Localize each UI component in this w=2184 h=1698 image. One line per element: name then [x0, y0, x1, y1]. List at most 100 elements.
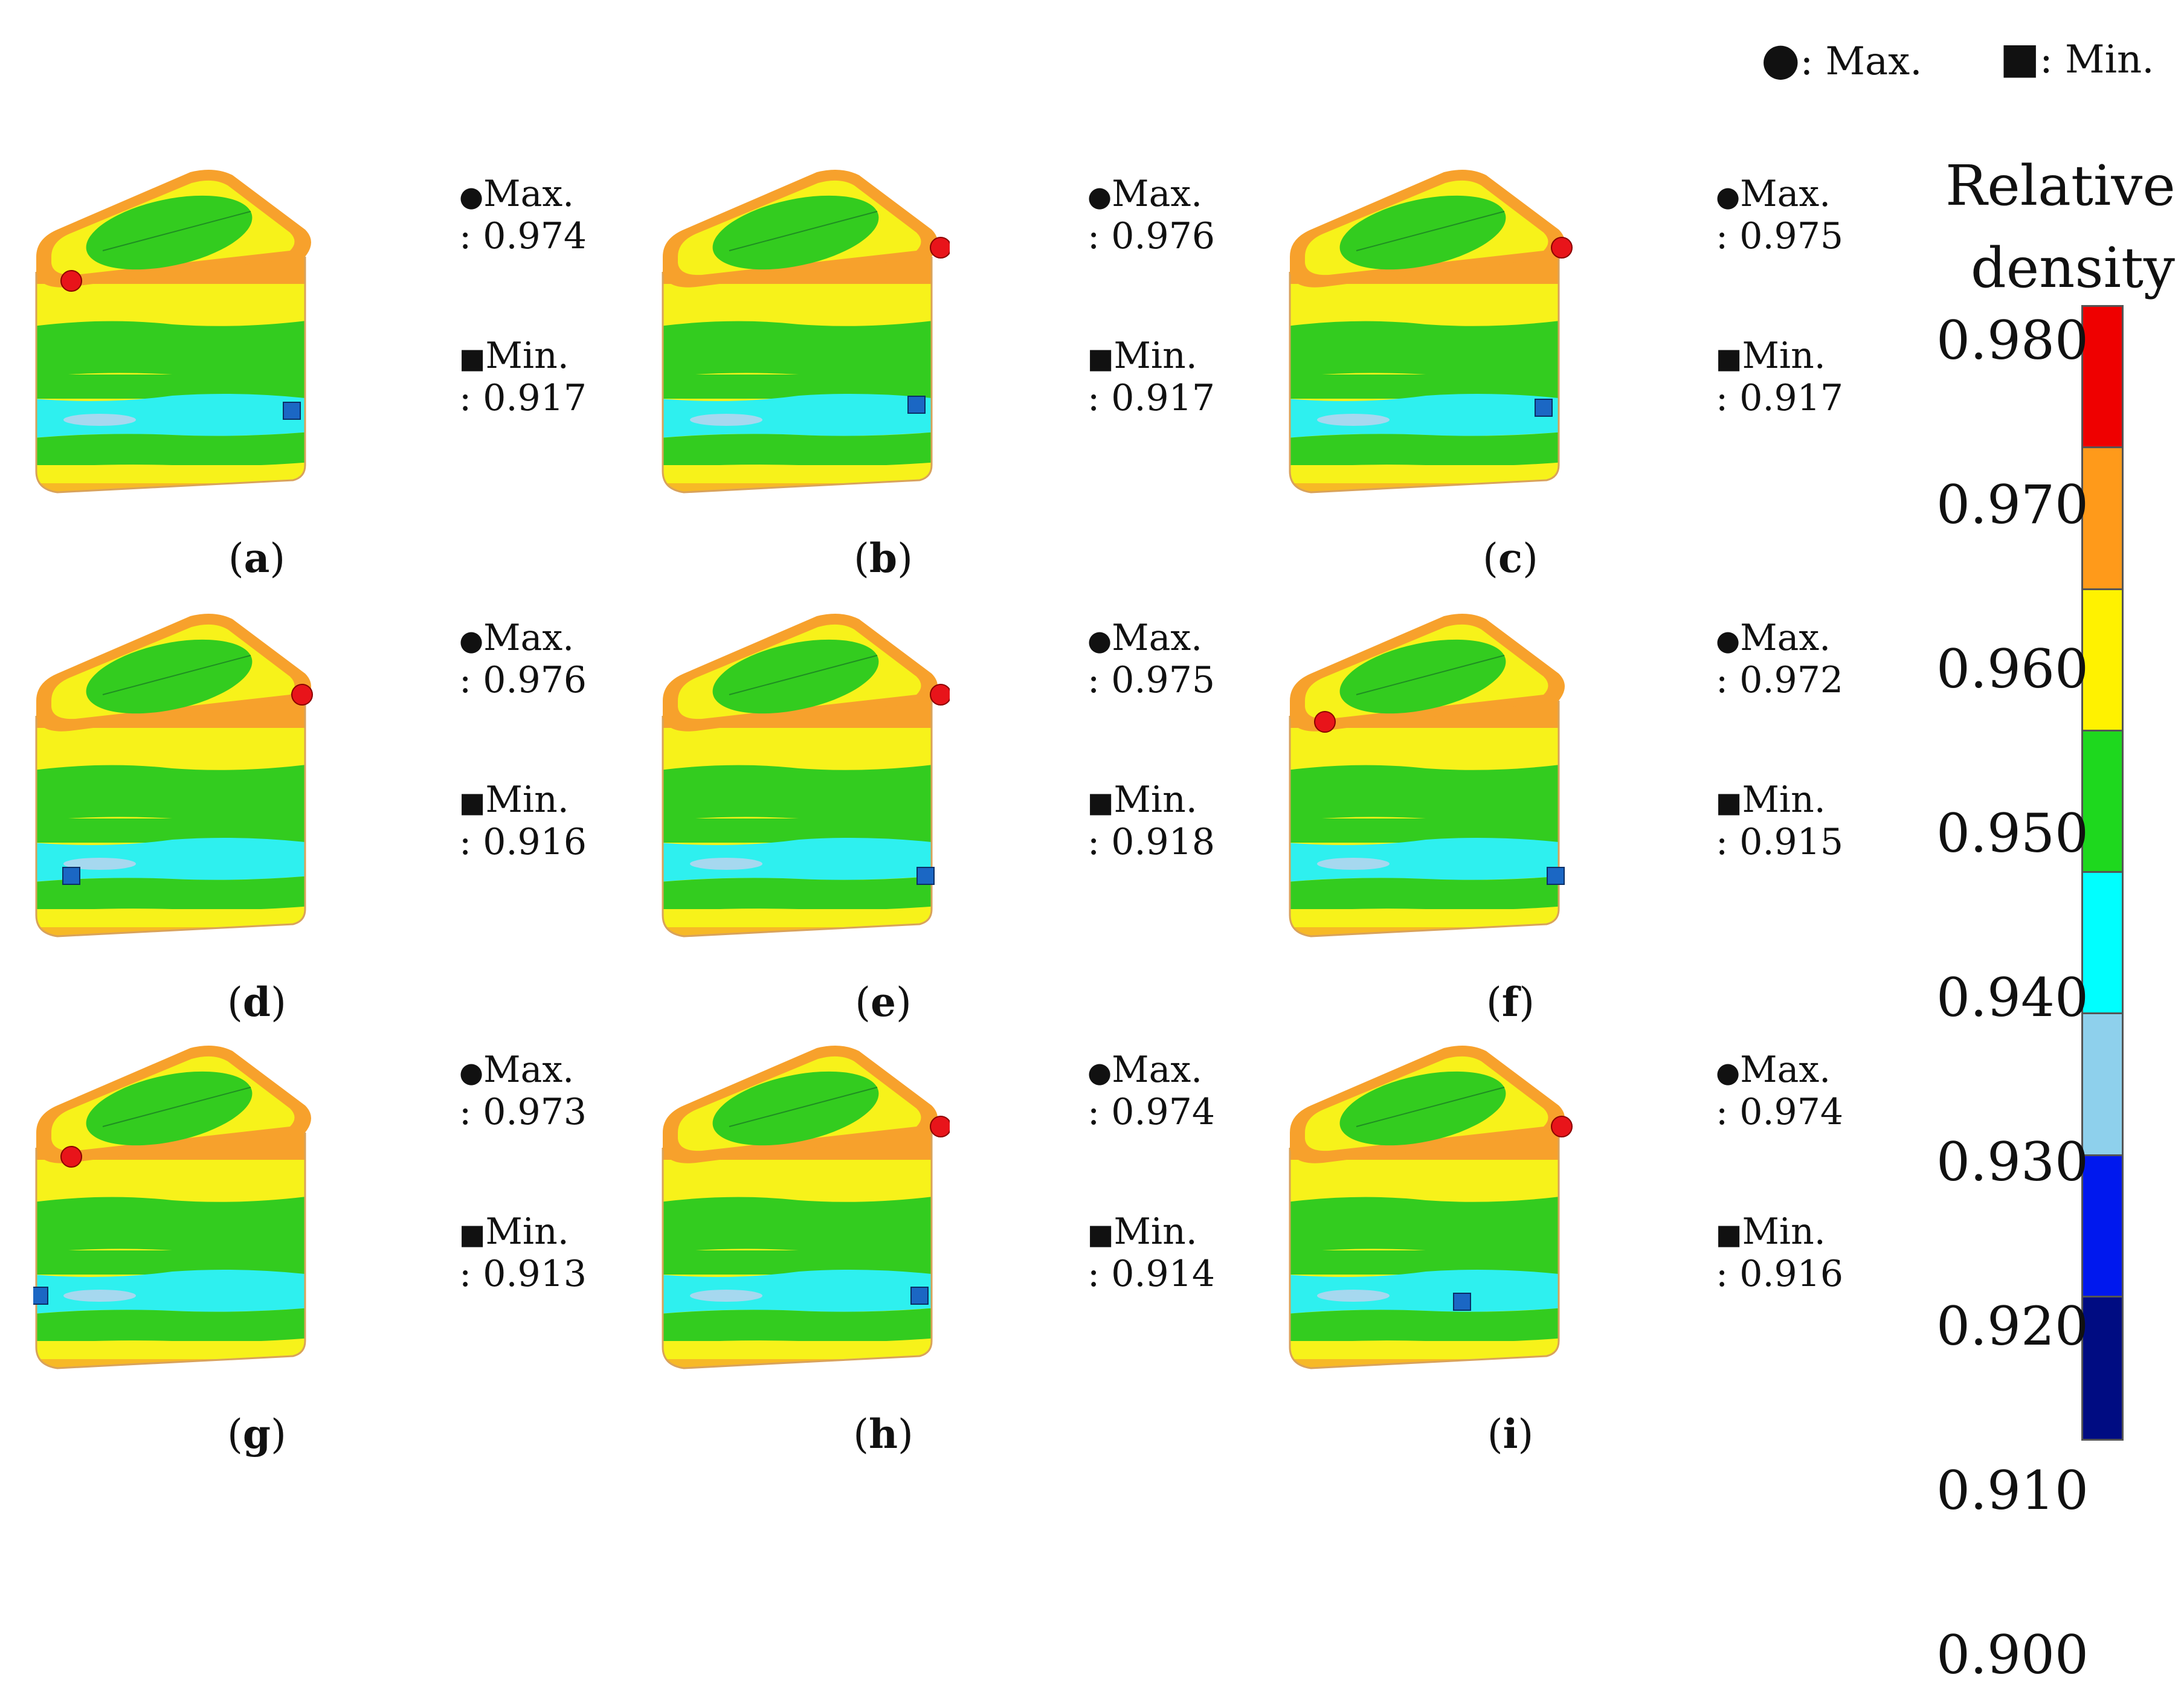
min-value-f: : 0.915 [1716, 821, 1844, 863]
max-value-e: : 0.975 [1087, 659, 1216, 701]
block-side-b [663, 257, 932, 492]
min-marker-i [1453, 1293, 1471, 1311]
block-side-c [1290, 257, 1559, 492]
panel-caption-h: (h) [853, 1410, 913, 1458]
max-label-c: Max. [1740, 173, 1831, 215]
max-label-a: Max. [483, 173, 575, 215]
panel-caption-c: (c) [1483, 535, 1538, 582]
colorbar-band-3 [2083, 731, 2122, 873]
caption-letter-f: f [1501, 979, 1519, 1026]
min-marker-b [907, 396, 926, 414]
min-marker-h [910, 1287, 929, 1305]
panel-annotation-a: ●Max. : 0.974 ■Min. : 0.917 [459, 174, 587, 418]
panel-annotation-h: ●Max. : 0.974 ■Min. : 0.914 [1087, 1050, 1215, 1294]
density-block-c [1289, 170, 1573, 494]
max-label-e: Max. [1112, 617, 1203, 659]
panel-caption-b: (b) [854, 535, 913, 582]
max-line-b: ●Max. [1087, 173, 1203, 215]
min-value-c: : 0.917 [1716, 377, 1844, 419]
caption-letter-h: h [869, 1410, 898, 1458]
max-label-h: Max. [1112, 1049, 1203, 1091]
panel-caption-d: (d) [227, 979, 286, 1026]
max-marker-e [930, 684, 952, 706]
colorbar-band-5 [2083, 1014, 2122, 1156]
legend-min: ■: Min. [2000, 33, 2154, 83]
colorbar-band-2 [2083, 590, 2122, 732]
panel-annotation-d: ●Max. : 0.976 ■Min. : 0.916 [459, 618, 587, 862]
density-block-h [662, 1046, 952, 1369]
colorbar-band-7 [2083, 1297, 2122, 1439]
min-value-d: : 0.916 [459, 821, 587, 863]
min-line-d: ■Min. [459, 779, 569, 821]
caption-letter-b: b [869, 535, 898, 582]
max-label-d: Max. [483, 617, 575, 659]
min-line-c: ■Min. [1716, 335, 1826, 377]
max-line-d: ●Max. [459, 617, 575, 659]
max-value-g: : 0.973 [459, 1091, 587, 1133]
min-line-g: ■Min. [459, 1211, 569, 1253]
max-value-f: : 0.972 [1716, 659, 1844, 701]
min-value-g: : 0.913 [459, 1253, 587, 1295]
colorbar-tick-label: 0.920 [1936, 1295, 2089, 1357]
panel-annotation-c: ●Max. : 0.975 ■Min. : 0.917 [1716, 174, 1843, 418]
density-block-b [662, 170, 952, 494]
min-value-e: : 0.918 [1087, 821, 1216, 863]
min-label-f: Min. [1742, 779, 1826, 821]
max-line-g: ●Max. [459, 1049, 575, 1091]
max-line-f: ●Max. [1716, 617, 1831, 659]
max-line-e: ●Max. [1087, 617, 1203, 659]
min-marker-g [30, 1287, 48, 1305]
colorbar-tick-label: 0.950 [1936, 802, 2089, 864]
colorbar [2081, 305, 2124, 1441]
colorbar-band-4 [2083, 873, 2122, 1015]
max-marker-g [60, 1146, 82, 1168]
colorbar-tick-label: 0.970 [1936, 474, 2089, 536]
min-label-a: Min. [485, 335, 569, 377]
max-value-h: : 0.974 [1087, 1091, 1216, 1133]
density-block-e [662, 614, 952, 937]
min-label-b: Min. [1113, 335, 1197, 377]
block-side-d [36, 701, 305, 936]
min-line-e: ■Min. [1087, 779, 1197, 821]
colorbar-title-line2: density [1970, 236, 2175, 300]
min-marker-c [1535, 399, 1553, 417]
max-label-g: Max. [483, 1049, 575, 1091]
min-value-a: : 0.917 [459, 377, 587, 419]
colorbar-band-1 [2083, 448, 2122, 590]
caption-letter-g: g [242, 1410, 271, 1458]
colorbar-tick-label: 0.930 [1936, 1131, 2089, 1193]
density-block-a [35, 170, 311, 494]
max-line-h: ●Max. [1087, 1049, 1203, 1091]
min-value-i: : 0.916 [1716, 1253, 1844, 1295]
caption-letter-a: a [243, 535, 270, 582]
min-value-h: : 0.914 [1087, 1253, 1216, 1295]
min-marker-a [283, 402, 301, 420]
max-line-c: ●Max. [1716, 173, 1831, 215]
colorbar-tick-label: 0.900 [1936, 1624, 2089, 1686]
max-label-f: Max. [1740, 617, 1831, 659]
density-block-d [35, 614, 313, 937]
colorbar-tick-label: 0.910 [1936, 1459, 2089, 1522]
panel-caption-i: (i) [1487, 1410, 1534, 1458]
colorbar-title-line1: Relative [1945, 153, 2176, 218]
max-label-i: Max. [1740, 1049, 1831, 1091]
panel-annotation-f: ●Max. : 0.972 ■Min. : 0.915 [1716, 618, 1843, 862]
panel-caption-f: (f) [1486, 979, 1535, 1026]
max-marker-i [1551, 1116, 1573, 1137]
min-label-h: Min. [1113, 1211, 1197, 1253]
min-symbol: ■ [2000, 33, 2040, 83]
panel-annotation-g: ●Max. : 0.973 ■Min. : 0.913 [459, 1050, 587, 1294]
max-value-a: : 0.974 [459, 215, 587, 257]
block-side-h [663, 1133, 932, 1368]
min-line-b: ■Min. [1087, 335, 1197, 377]
max-value-b: : 0.976 [1087, 215, 1216, 257]
min-marker-d [62, 867, 80, 885]
max-line-a: ●Max. [459, 173, 575, 215]
max-value-i: : 0.974 [1716, 1091, 1844, 1133]
density-block-i [1289, 1046, 1573, 1369]
max-marker-c [1551, 237, 1573, 259]
colorbar-band-0 [2083, 307, 2122, 449]
min-marker-f [1547, 867, 1565, 885]
min-label-g: Min. [485, 1211, 569, 1253]
max-value-c: : 0.975 [1716, 215, 1844, 257]
